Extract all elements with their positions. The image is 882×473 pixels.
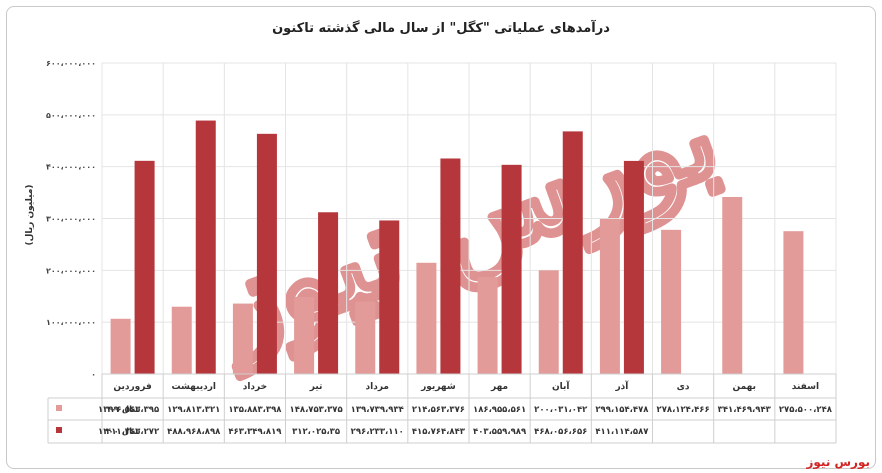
bar-series1 [783,231,804,374]
legend-label: سال ۱۳۹۹ [98,405,141,415]
category-label: شهریور [420,382,456,392]
bar-series2 [256,133,277,374]
data-value-label: ۱۳۹،۷۳۹،۹۳۴ [351,405,404,415]
bar-series2 [623,160,644,374]
y-tick-label: ۱۰۰،۰۰۰،۰۰۰ [46,318,96,327]
bar-series2 [318,212,339,374]
data-table: فروردین اردیبهشت خرداد تیر مرداد شهریور مهر آبا… [47,373,837,444]
data-value-label: ۳۴۱،۴۶۹،۹۴۳ [718,405,772,415]
y-tick-label: ۴۰۰،۰۰۰،۰۰۰ [46,163,96,172]
bar-series1 [599,218,620,374]
source-credit: بورس نیوز [806,455,870,469]
data-value-label: ۱۰۶،۵۶۳،۳۹۵ [106,405,159,415]
data-value-label: ۴۱۱،۲۶۳،۲۷۲ [106,427,160,437]
category-label: تیر [309,382,323,392]
category-label: آذر [614,380,629,392]
data-value-label: ۴۱۵،۷۶۴،۸۴۳ [412,427,466,437]
y-tick-label: ۲۰۰،۰۰۰،۰۰۰ [46,266,96,275]
y-tick-label: ۶۰۰،۰۰۰،۰۰۰ [46,59,96,68]
data-value-label: ۱۸۶،۹۵۵،۵۶۱ [473,405,526,415]
bar-series1 [722,197,743,374]
bar-series1 [538,270,559,374]
data-value-label: ۴۶۸،۰۵۶،۶۵۶ [534,427,587,437]
y-tick-label: ۳۰۰،۰۰۰،۰۰۰ [46,215,96,224]
grid [101,62,837,375]
category-label: خرداد [243,382,267,392]
data-value-label: ۲۷۸،۱۲۴،۴۶۶ [657,405,710,415]
bar-series1 [294,296,315,374]
category-label: مرداد [366,382,390,392]
bar-series2 [134,160,155,374]
category-label: اسفند [792,382,819,392]
y-axis-label: (میلیون ریال) [25,184,35,245]
bar-series1 [477,277,498,374]
data-value-label: ۲۹۶،۲۳۳،۱۱۰ [351,427,404,437]
bar-series2 [501,164,522,374]
data-value-label: ۱۳۵،۸۸۳،۳۹۸ [228,405,282,415]
data-value-label: ۴۶۳،۳۴۹،۸۱۹ [228,427,282,437]
bars [110,120,804,375]
bar-series1 [416,262,437,374]
bar-series2 [562,131,583,374]
bar-series1 [661,229,682,374]
data-value-label: ۴۸۸،۹۶۸،۸۹۸ [167,427,221,437]
data-value-label: ۲۹۹،۱۵۴،۴۷۸ [595,405,649,415]
data-value-label: ۳۱۲،۰۲۵،۳۵ [292,427,340,437]
data-value-label: ۲۱۴،۵۶۳،۳۷۶ [412,405,465,415]
y-tick-label: ۵۰۰،۰۰۰،۰۰۰ [46,111,96,120]
legend-label: سال ۱۴۰۰ [98,427,141,437]
category-label: دی [677,382,690,392]
bar-series2 [195,120,216,375]
bar-series2 [440,158,461,374]
legend-swatch [56,405,62,411]
bar-series1 [171,306,192,374]
category-label: بهمن [733,382,756,392]
bar-series1 [110,318,131,374]
chart-title: درآمدهای عملیاتی "کگل" از سال مالی گذشته… [272,19,610,36]
data-value-label: ۱۲۹،۸۱۳،۳۲۱ [167,405,220,415]
data-value-label: ۴۰۳،۵۵۹،۹۸۹ [473,427,527,437]
category-label: مهر [490,382,508,392]
legend-swatch [56,427,62,433]
bar-series2 [379,220,400,374]
data-value-label: ۱۴۸،۷۵۳،۳۷۵ [290,405,343,415]
data-value-label: ۲۰۰،۰۳۱،۰۴۲ [534,405,588,415]
y-axis: ۰ ۱۰۰،۰۰۰،۰۰۰ ۲۰۰،۰۰۰،۰۰۰ ۳۰۰،۰۰۰،۰۰۰ ۴۰۰،۰۰… [46,59,96,379]
category-label: فروردین [113,382,151,392]
y-tick-label: ۰ [91,370,96,379]
data-value-label: ۲۷۵،۵۰۰،۲۴۸ [779,405,833,415]
bar-series1 [232,303,253,374]
category-label: اردیبهشت [171,382,216,392]
category-label: آبان [552,380,570,392]
bar-series1 [355,301,376,374]
data-value-label: ۴۱۱،۱۱۴،۵۸۷ [595,427,649,437]
